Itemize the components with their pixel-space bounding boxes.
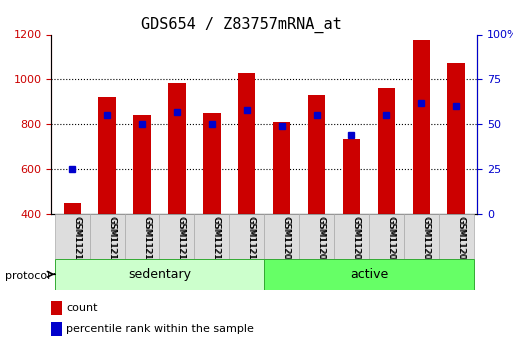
Bar (133, 115, 151, 214)
FancyBboxPatch shape (334, 214, 369, 259)
Bar (308, 95, 325, 214)
FancyBboxPatch shape (299, 214, 334, 259)
Text: GSM11205: GSM11205 (317, 217, 326, 267)
Text: GSM11209: GSM11209 (456, 216, 465, 265)
Bar (51, 322, 62, 336)
Bar (273, 122, 290, 214)
Text: GSM11204: GSM11204 (282, 217, 291, 266)
Text: GSM11208: GSM11208 (421, 216, 430, 265)
FancyBboxPatch shape (125, 214, 160, 259)
Text: GSM11208: GSM11208 (421, 217, 430, 267)
Text: GSM11215: GSM11215 (247, 217, 256, 267)
Bar (343, 139, 360, 214)
Text: GSM11205: GSM11205 (317, 216, 326, 265)
Text: protocol: protocol (5, 271, 50, 281)
Bar (238, 73, 255, 214)
Text: GDS654 / Z83757mRNA_at: GDS654 / Z83757mRNA_at (141, 17, 342, 33)
Bar (51, 301, 62, 315)
Text: GSM11206: GSM11206 (351, 216, 361, 265)
Text: active: active (350, 268, 388, 281)
Text: GSM11212: GSM11212 (142, 216, 151, 265)
Text: GSM11207: GSM11207 (386, 216, 396, 265)
Bar (64, 203, 81, 214)
FancyBboxPatch shape (160, 214, 194, 259)
Text: GSM11214: GSM11214 (212, 216, 221, 265)
FancyBboxPatch shape (90, 214, 125, 259)
FancyBboxPatch shape (55, 214, 90, 259)
Text: GSM11213: GSM11213 (177, 216, 186, 265)
Bar (203, 113, 221, 214)
FancyBboxPatch shape (264, 214, 299, 259)
Bar (447, 62, 465, 214)
Text: GSM11210: GSM11210 (72, 217, 81, 267)
Bar (168, 83, 186, 214)
FancyBboxPatch shape (229, 214, 264, 259)
FancyBboxPatch shape (264, 259, 473, 290)
Text: percentile rank within the sample: percentile rank within the sample (66, 324, 254, 334)
Bar (98, 97, 116, 214)
Text: sedentary: sedentary (128, 268, 191, 281)
FancyBboxPatch shape (439, 214, 473, 259)
Text: GSM11211: GSM11211 (107, 217, 116, 267)
Text: GSM11204: GSM11204 (282, 216, 291, 265)
Text: count: count (66, 303, 97, 313)
Text: GSM11212: GSM11212 (142, 217, 151, 266)
Text: GSM11210: GSM11210 (72, 216, 81, 265)
Bar (378, 88, 395, 214)
Text: GSM11215: GSM11215 (247, 216, 256, 265)
Text: GSM11211: GSM11211 (107, 216, 116, 265)
FancyBboxPatch shape (404, 214, 439, 259)
FancyBboxPatch shape (194, 214, 229, 259)
FancyBboxPatch shape (55, 259, 264, 290)
Text: GSM11209: GSM11209 (456, 217, 465, 267)
Bar (412, 40, 430, 214)
FancyBboxPatch shape (369, 214, 404, 259)
Text: GSM11213: GSM11213 (177, 217, 186, 267)
Text: GSM11206: GSM11206 (351, 217, 361, 267)
Text: GSM11207: GSM11207 (386, 217, 396, 267)
Text: GSM11214: GSM11214 (212, 217, 221, 266)
